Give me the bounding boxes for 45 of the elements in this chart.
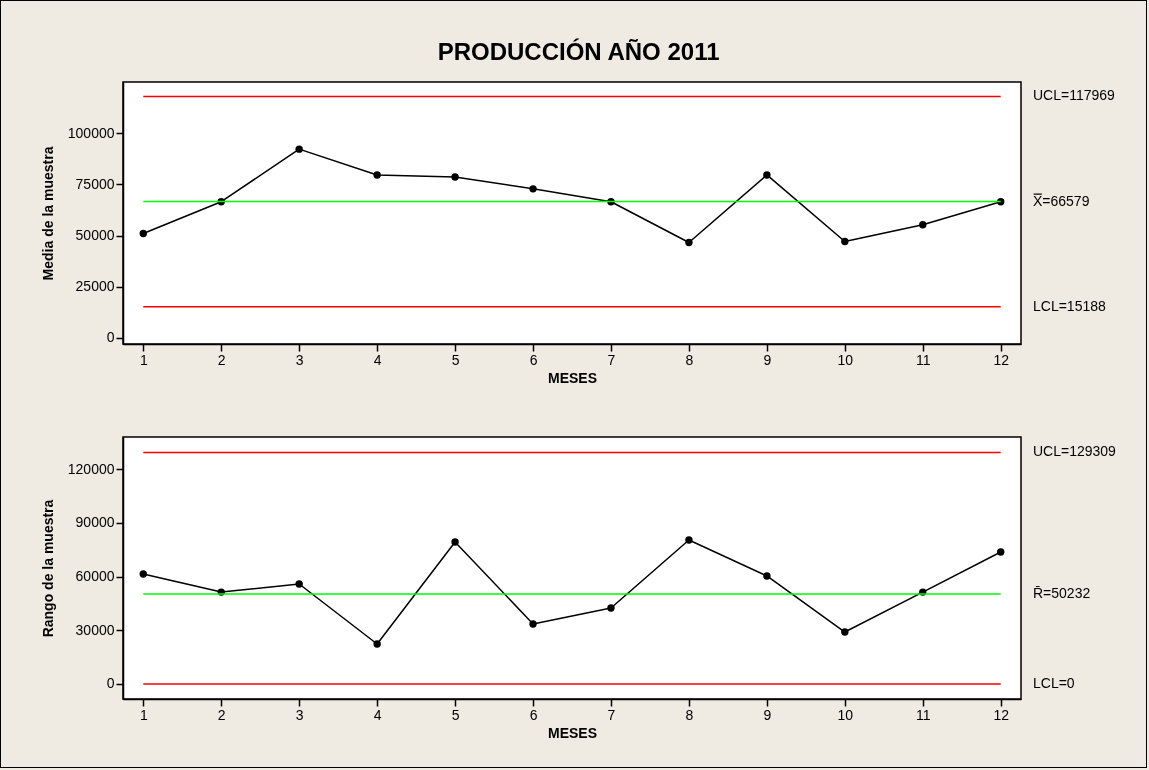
y-tick-label: 100000 [67,124,115,141]
x-tick-label: 7 [607,351,616,368]
x-tick-label: 9 [763,351,772,368]
x-tick-label: 4 [373,351,382,368]
ref-line-label: R̄=50232 [1033,585,1091,601]
x-tick-label: 6 [529,706,538,723]
ref-line-label: UCL=117969 [1033,87,1116,104]
y-tick-label: 0 [106,675,115,692]
x-tick-label: 12 [993,351,1010,368]
y-tick-label: 50000 [75,227,115,244]
x-tick-label: 2 [217,351,226,368]
x-tick-label: 1 [139,351,148,368]
x-tick-label: 3 [295,351,304,368]
y-tick-label: 30000 [75,621,115,638]
x-tick-label: 7 [607,706,616,723]
ref-line-label: X̿=66579 [1032,192,1090,209]
x-tick-label: 6 [529,351,538,368]
x-tick-label: 4 [373,706,382,723]
y-tick-label: 90000 [75,514,115,531]
y-tick-label: 25000 [75,278,115,295]
x-tick-label: 5 [451,706,460,723]
x-tick-label: 5 [451,351,460,368]
ref-line-label: LCL=15188 [1033,297,1106,314]
x-tick-label: 9 [763,706,772,723]
x-tick-label: 10 [837,351,854,368]
ref-line-label: LCL=0 [1033,674,1075,691]
y-axis-title: Rango de la muestra [39,499,56,638]
y-tick-label: 75000 [75,175,115,192]
x-tick-label: 11 [916,706,931,723]
ref-line-label: UCL=129309 [1033,443,1117,460]
x-tick-label: 3 [295,706,304,723]
chart-title: PRODUCCIÓN AÑO 2011 [437,38,720,66]
x-axis-title: MESES [547,724,598,741]
y-tick-label: 60000 [75,568,115,585]
x-tick-label: 11 [916,351,931,368]
x-tick-label: 1 [139,706,148,723]
x-axis-title: MESES [547,369,598,386]
x-tick-label: 12 [993,706,1010,723]
x-tick-label: 2 [217,706,226,723]
y-tick-label: 0 [106,329,115,346]
x-tick-label: 10 [837,706,854,723]
x-tick-label: 8 [685,351,694,368]
y-axis-title: Media de la muestra [39,146,56,281]
y-tick-label: 120000 [67,460,115,477]
x-tick-label: 8 [685,706,694,723]
